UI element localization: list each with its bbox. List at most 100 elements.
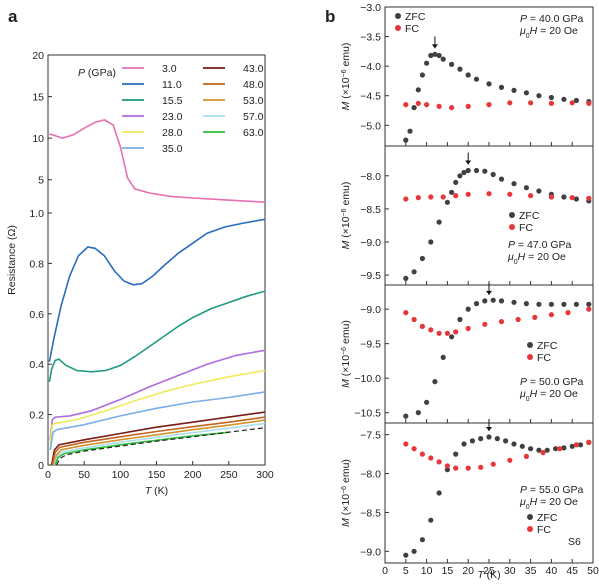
panel-b-zfc-point xyxy=(453,179,459,185)
panel-b-zfc-point xyxy=(482,168,488,174)
panel-b-xtick-label: 15 xyxy=(442,565,454,577)
panel-a-legend-label: 63.0 xyxy=(243,127,264,139)
panel-b-fc-point xyxy=(415,100,421,106)
panel-b-zfc-point xyxy=(586,301,592,307)
panel-b-fc-point xyxy=(569,195,575,201)
panel-b-zfc-point xyxy=(461,441,467,447)
panel-b-zfc-point xyxy=(548,94,555,101)
panel-b-fc-point xyxy=(507,191,513,197)
panel-a-ytick-label: 0.4 xyxy=(29,359,44,371)
panel-b-field-annotation: μ0H = 20 Oe xyxy=(519,25,578,40)
panel-b-fc-point xyxy=(453,465,459,471)
panel-b-ytick-label: −4.0 xyxy=(360,61,381,73)
panel-b-fc-point xyxy=(465,465,471,471)
panel-b-arrow-head xyxy=(431,44,438,49)
panel-b-fc-point xyxy=(444,463,450,469)
panel-b-field-annotation: μ0H = 20 Oe xyxy=(519,388,578,403)
panel-b-sample-label: S6 xyxy=(568,536,581,548)
panel-b-zfc-point xyxy=(523,90,530,96)
panel-b-fc-point xyxy=(507,100,513,106)
panel-b-ytick-label: −9.5 xyxy=(360,339,381,351)
panel-b-zfc-point xyxy=(424,399,430,405)
panel-a-ytick-label: 0.8 xyxy=(29,258,44,270)
panel-b-zfc-point xyxy=(419,537,425,543)
panel-b-fc-point xyxy=(424,102,430,108)
panel-b-legend-marker xyxy=(527,526,533,532)
panel-a-series-line-57.0 xyxy=(53,422,266,466)
panel-b-zfc-point xyxy=(498,298,505,304)
panel-b-zfc-point xyxy=(469,438,475,444)
panel-b-zfc-point xyxy=(511,181,517,187)
panel-b-zfc-point xyxy=(465,167,471,174)
panel-a-ytick-label: 0.2 xyxy=(29,410,44,422)
panel-b-zfc-point xyxy=(411,548,417,554)
panel-a-legend-label: 3.0 xyxy=(162,63,177,75)
panel-a-xtick-label: 300 xyxy=(256,469,274,481)
panel-b-fc-point xyxy=(478,464,484,470)
panel-b-fc-point xyxy=(465,325,471,332)
panel-b-fc-point xyxy=(403,310,409,316)
panel-b-pressure-annotation: P = 50.0 GPa xyxy=(520,376,584,388)
panel-a-xtick-label: 100 xyxy=(112,469,130,481)
panel-b-xtick-label: 35 xyxy=(525,565,537,577)
panel-a-frame xyxy=(47,54,266,466)
panel-b-zfc-point xyxy=(490,297,496,303)
panel-b-zfc-point xyxy=(519,443,525,449)
panel-b-zfc-point xyxy=(444,467,450,473)
panel-a-ytick-label: 20 xyxy=(32,50,44,62)
panel-b-ytick-label: −3.5 xyxy=(360,32,381,44)
panel-b-zfc-point xyxy=(561,445,567,451)
panel-b-legend-label: FC xyxy=(537,524,551,536)
panel-a-series-line-35.0 xyxy=(49,391,266,451)
panel-b-field-annotation: μ0H = 20 Oe xyxy=(507,251,566,266)
panel-b-zfc-point xyxy=(428,517,434,523)
panel-a-series-line-28.0 xyxy=(49,369,266,445)
panel-a-legend-label: 48.0 xyxy=(243,79,264,91)
panel-b-fc-point xyxy=(436,103,442,109)
panel-b-legend-label: FC xyxy=(405,23,419,35)
panel-b-fc-point xyxy=(515,316,521,323)
panel-b-zfc-point xyxy=(503,438,509,444)
panel-b-zfc-point xyxy=(415,87,421,93)
panel-b-fc-point xyxy=(465,103,471,109)
panel-b-fc-point xyxy=(486,102,492,108)
panel-b-ytick-label: −9.0 xyxy=(360,237,381,249)
panel-b-zfc-point xyxy=(544,447,550,453)
panel-b-letter: b xyxy=(325,7,335,26)
panel-b-fc-point xyxy=(532,314,538,320)
panel-b-zfc-point xyxy=(498,84,505,90)
panel-b-zfc-point xyxy=(573,196,580,202)
panel-b-arrow-head xyxy=(486,290,492,295)
panel-a-xtick-label: 200 xyxy=(184,469,202,481)
panel-b-zfc-point xyxy=(561,301,567,307)
panel-b-xtick-label: 25 xyxy=(483,565,495,577)
panel-b-fc-point xyxy=(540,450,546,456)
panel-b-fc-point xyxy=(403,196,409,202)
panel-b-zfc-point xyxy=(428,52,434,59)
panel-b-arrow-head xyxy=(465,160,472,165)
panel-b-zfc-point xyxy=(511,87,517,93)
panel-b-fc-point xyxy=(498,319,505,325)
panel-b-ylabel: M (×10−6 emu) xyxy=(340,43,352,111)
panel-b-legend-label: ZFC xyxy=(537,340,558,352)
panel-b-zfc-point xyxy=(449,61,455,67)
panel-b-fc-point xyxy=(586,306,592,312)
panel-b-legend-marker xyxy=(395,13,401,19)
panel-b-xtick-label: 40 xyxy=(546,565,558,577)
panel-b-fc-point xyxy=(428,194,434,200)
panel-b-fc-point xyxy=(528,100,534,106)
panel-b-zfc-point xyxy=(403,413,409,419)
panel-b-xtick-label: 10 xyxy=(421,565,433,577)
panel-b-fc-point xyxy=(465,191,471,197)
panel-b-zfc-point xyxy=(490,171,496,178)
panel-b-subplot-frame xyxy=(384,145,594,286)
panel-b-zfc-point xyxy=(573,301,580,307)
panel-b-fc-point xyxy=(403,441,409,447)
panel-b-zfc-point xyxy=(486,81,492,87)
panel-b-fc-point xyxy=(453,329,459,335)
panel-b-legend-marker xyxy=(509,224,515,230)
panel-b-fc-point xyxy=(482,321,488,327)
panel-a-letter: a xyxy=(8,7,18,26)
panel-b-xtick-label: 50 xyxy=(587,565,599,577)
